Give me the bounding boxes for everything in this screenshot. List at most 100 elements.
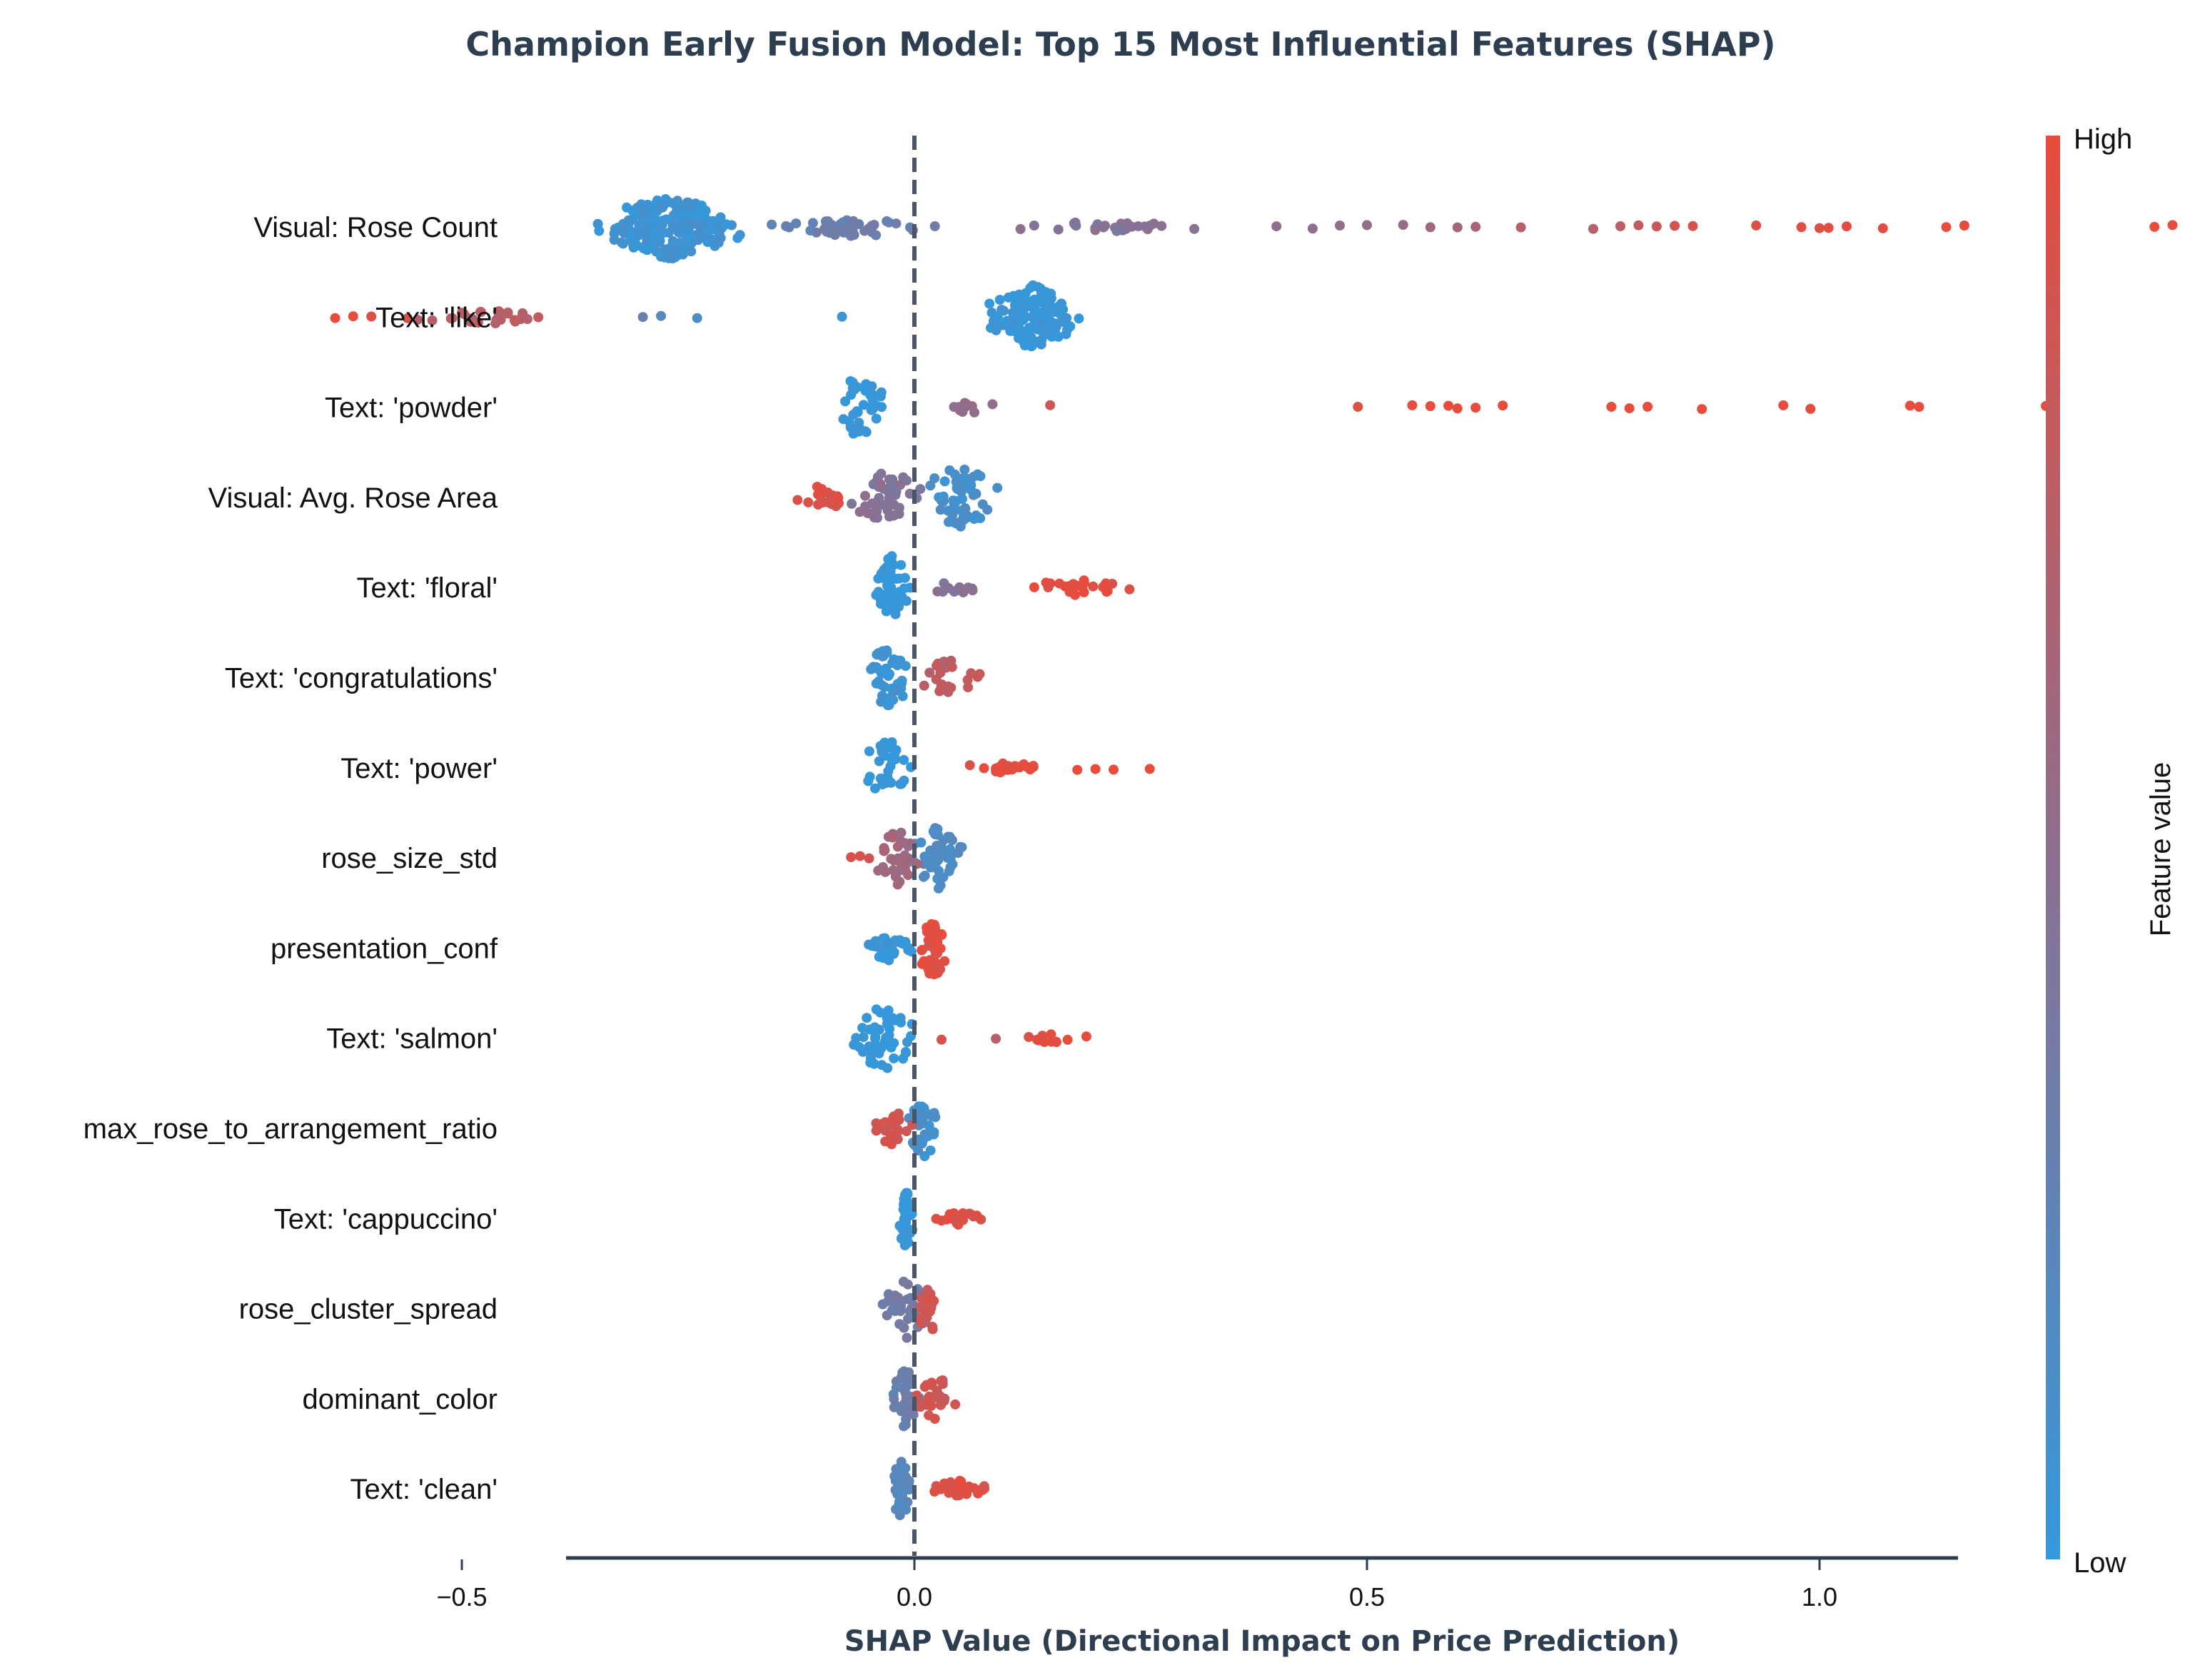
shap-point: [936, 1376, 947, 1387]
shap-point: [677, 249, 688, 260]
shap-point: [992, 482, 1003, 493]
shap-point: [1062, 1034, 1073, 1045]
shap-point: [465, 313, 475, 324]
shap-point: [868, 662, 879, 672]
shap-point: [930, 1112, 941, 1123]
shap-point: [1051, 305, 1062, 315]
shap-point: [817, 484, 827, 495]
shap-point: [858, 400, 869, 410]
shap-point: [939, 956, 950, 966]
shap-point: [887, 939, 898, 950]
shap-point: [935, 964, 946, 975]
shap-point: [693, 229, 704, 240]
shap-point: [1452, 222, 1463, 233]
shap-point: [934, 492, 944, 502]
shap-point: [901, 1392, 912, 1403]
shap-point: [616, 237, 627, 248]
shap-point: [966, 668, 977, 679]
shap-point: [897, 779, 907, 789]
shap-point: [869, 783, 880, 794]
shap-point: [871, 230, 882, 241]
shap-point: [659, 252, 670, 263]
shap-point: [862, 1013, 872, 1023]
shap-point: [875, 479, 886, 489]
shap-point: [820, 216, 831, 227]
shap-point: [863, 776, 874, 786]
shap-point: [884, 493, 894, 504]
shap-point: [1624, 403, 1635, 414]
shap-point: [901, 1048, 912, 1058]
feature-label: Visual: Avg. Rose Area: [208, 482, 498, 514]
shap-point: [491, 314, 502, 325]
shap-point: [1842, 221, 1852, 232]
shap-point: [879, 565, 889, 575]
shap-point: [1029, 582, 1039, 592]
shap-point: [1071, 221, 1081, 231]
shap-point: [954, 480, 965, 491]
shap-point: [366, 311, 377, 322]
shap-point: [697, 209, 707, 220]
feature-label: Visual: Rose Count: [253, 212, 498, 243]
shap-point: [1805, 403, 1816, 414]
shap-point: [1071, 580, 1082, 591]
shap-point: [1007, 764, 1018, 775]
shap-point: [713, 238, 724, 248]
shap-point: [960, 401, 971, 412]
shap-point: [903, 841, 914, 851]
shap-point: [645, 242, 656, 253]
shap-point: [885, 761, 896, 771]
shap-point: [880, 866, 891, 877]
shap-point: [898, 1276, 909, 1287]
shap-point: [937, 587, 948, 597]
shap-point: [944, 844, 955, 854]
feature-label: Text: 'congratulations': [225, 663, 498, 694]
shap-point: [864, 853, 874, 864]
shap-point: [876, 697, 887, 707]
shap-point: [884, 695, 894, 706]
shap-point: [919, 851, 930, 862]
shap-point: [1100, 221, 1110, 231]
shap-point: [928, 929, 939, 940]
shap-point: [854, 1042, 864, 1052]
shap-point: [838, 414, 849, 425]
colorbar-low-label: Low: [2074, 1547, 2126, 1579]
shap-point: [1149, 218, 1159, 229]
shap-point: [655, 221, 666, 232]
shap-point: [974, 669, 985, 679]
shap-point: [671, 198, 681, 208]
shap-point: [987, 399, 998, 410]
shap-point: [963, 682, 974, 693]
shap-point: [1044, 299, 1055, 310]
shap-point: [1101, 578, 1111, 589]
x-tick-label: 0.0: [897, 1582, 932, 1611]
shap-point: [1407, 400, 1418, 410]
shap-point: [879, 573, 889, 584]
shap-point: [897, 691, 908, 702]
shap-point: [919, 1151, 930, 1161]
shap-point: [959, 465, 970, 475]
shap-point: [824, 228, 835, 238]
shap-point: [697, 220, 707, 231]
shap-point: [952, 1218, 962, 1228]
shap-point: [937, 1034, 947, 1045]
shap-point: [991, 1033, 1001, 1044]
shap-point: [897, 936, 907, 947]
shap-point: [999, 305, 1009, 316]
shap-point: [447, 313, 458, 323]
shap-point: [948, 495, 959, 506]
shap-point: [1008, 316, 1019, 327]
shap-point: [735, 230, 745, 241]
shap-point: [330, 313, 340, 323]
shap-point: [854, 507, 865, 517]
shap-point: [860, 490, 870, 501]
shap-point: [1588, 223, 1598, 234]
shap-point: [891, 486, 902, 497]
shap-point: [1271, 221, 1282, 232]
shap-point: [953, 402, 964, 413]
shap-point: [1088, 581, 1099, 592]
shap-point: [1651, 221, 1662, 232]
shap-point: [689, 218, 700, 229]
shap-point: [1470, 403, 1481, 413]
shap-point: [953, 848, 964, 858]
shap-point: [1015, 224, 1026, 234]
